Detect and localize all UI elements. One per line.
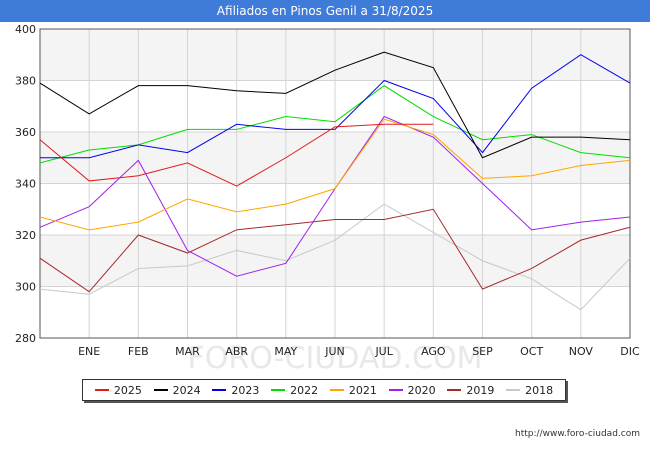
legend-swatch: [506, 389, 521, 391]
x-tick-label: JUN: [324, 345, 345, 358]
legend-swatch: [271, 389, 286, 391]
chart-legend: 2025 2024 2023 2022 2021 2020 2019 2018: [82, 379, 566, 401]
legend-label: 2020: [407, 383, 436, 397]
x-tick-label: MAY: [274, 345, 297, 358]
x-tick-label: ABR: [225, 345, 248, 358]
y-tick-label: 340: [15, 178, 36, 191]
legend-item-2022: 2022: [271, 384, 318, 397]
legend-label: 2019: [466, 383, 495, 397]
x-tick-label: NOV: [569, 345, 594, 358]
source-url[interactable]: http://www.foro-ciudad.com: [515, 429, 640, 439]
legend-item-2021: 2021: [329, 383, 377, 397]
legend-swatch: [153, 389, 168, 391]
x-tick-label: SEP: [472, 345, 493, 358]
y-tick-label: 400: [15, 23, 36, 36]
legend-label: 2025: [113, 383, 142, 397]
legend-swatch: [329, 389, 344, 391]
series-line-2018: [39, 203, 631, 311]
series-line-2021: [39, 118, 631, 231]
series-line-2024: [39, 51, 631, 159]
x-tick-label: JUL: [374, 345, 393, 358]
legend-label: 2023: [231, 383, 260, 397]
y-tick-label: 380: [15, 75, 36, 88]
legend-swatch: [388, 389, 403, 391]
y-tick-label: 280: [15, 332, 36, 345]
x-tick-label: MAR: [175, 345, 200, 358]
legend-item-2024: 2024: [153, 383, 201, 397]
legend-label: 2024: [172, 383, 201, 397]
legend-item-2025: 2025: [94, 383, 142, 397]
legend-swatch: [212, 389, 227, 391]
legend-swatch: [447, 389, 462, 391]
series-line-2023: [40, 54, 631, 159]
legend-item-2020: 2020: [388, 383, 436, 397]
x-tick-label: AGO: [421, 345, 446, 358]
watermark: FORO-CIUDAD.COM: [188, 341, 483, 376]
legend-item-2023: 2023: [212, 384, 259, 397]
x-tick-label: FEB: [128, 345, 149, 358]
x-tick-label: DIC: [620, 345, 640, 358]
chart-title: Afiliados en Pinos Genil a 31/8/2025: [0, 0, 650, 22]
legend-swatch: [94, 389, 109, 391]
plot-border: [39, 28, 631, 339]
legend-label: 2022: [290, 383, 319, 397]
legend-label: 2021: [348, 383, 377, 397]
series-line-2019: [39, 208, 631, 293]
legend-label: 2018: [525, 383, 554, 397]
series-line-2025: [39, 123, 434, 187]
x-tick-label: ENE: [78, 345, 100, 358]
legend-item-2019: 2019: [447, 384, 494, 397]
y-tick-label: 300: [15, 281, 36, 294]
x-tick-label: OCT: [520, 345, 543, 358]
legend-item-2018: 2018: [506, 384, 553, 397]
y-tick-label: 360: [15, 126, 36, 139]
y-tick-label: 320: [15, 229, 36, 242]
